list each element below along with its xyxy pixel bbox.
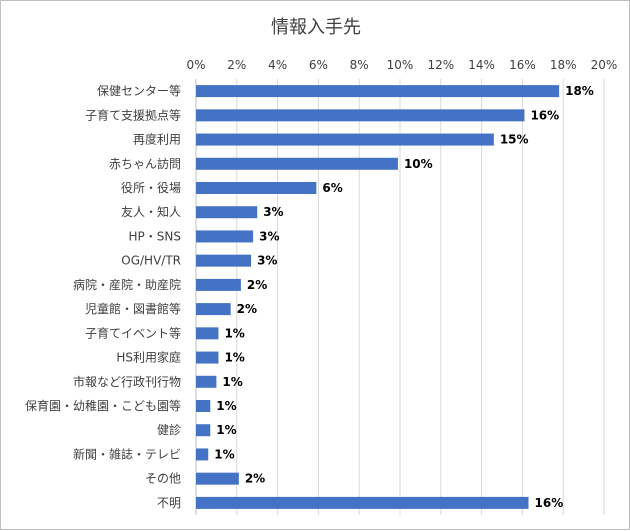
category-label: 子育てイベント等 <box>85 325 181 340</box>
bar <box>196 375 217 388</box>
category-label: OG/HV/TR <box>121 254 181 268</box>
data-label: 2% <box>237 302 257 316</box>
data-label: 1% <box>216 423 236 437</box>
bar <box>196 230 254 243</box>
x-tick-label: 16% <box>509 58 536 72</box>
category-label: 子育て支援拠点等 <box>85 107 181 122</box>
category-label: 児童館・図書館等 <box>85 301 181 316</box>
data-label: 3% <box>263 205 283 219</box>
data-label: 3% <box>257 254 277 268</box>
bar <box>196 303 231 316</box>
x-tick-label: 0% <box>186 58 205 72</box>
category-label: その他 <box>145 472 181 486</box>
data-label: 1% <box>224 351 244 365</box>
data-label: 15% <box>500 133 529 147</box>
x-tick-label: 4% <box>268 58 287 72</box>
data-label: 16% <box>530 108 559 122</box>
category-label: 不明 <box>157 496 181 510</box>
x-tick-label: 14% <box>468 58 495 72</box>
bar <box>196 254 252 267</box>
bar <box>196 206 258 219</box>
category-label: 病院・産院・助産院 <box>73 277 181 292</box>
data-label: 18% <box>565 84 594 98</box>
bar <box>196 278 241 291</box>
bar <box>196 327 219 340</box>
data-label: 1% <box>222 375 242 389</box>
data-label: 16% <box>535 496 564 510</box>
data-label: 6% <box>322 181 342 195</box>
data-label: 1% <box>224 326 244 340</box>
bar <box>196 424 211 437</box>
bar <box>196 448 209 461</box>
bar <box>196 157 398 170</box>
category-label: 役所・役場 <box>121 180 181 195</box>
data-label: 2% <box>245 472 265 486</box>
x-tick-label: 8% <box>350 58 369 72</box>
bar <box>196 133 494 146</box>
bar <box>196 351 219 364</box>
data-label: 3% <box>259 229 279 243</box>
x-tick-label: 2% <box>227 58 246 72</box>
category-label: 赤ちゃん訪問 <box>109 156 181 171</box>
category-label: HP・SNS <box>129 229 181 243</box>
x-tick-label: 18% <box>550 58 577 72</box>
category-label: 健診 <box>157 422 181 437</box>
bar <box>196 400 211 412</box>
x-tick-label: 6% <box>309 58 328 72</box>
x-tick-label: 12% <box>427 58 454 72</box>
bar <box>196 109 525 122</box>
category-label: 友人・知人 <box>121 205 181 219</box>
x-tick-label: 20% <box>591 58 618 72</box>
category-label: 保育園・幼稚園・こども園等 <box>25 398 181 413</box>
bar <box>196 496 529 509</box>
bar <box>196 182 317 194</box>
category-label: 再度利用 <box>133 132 181 147</box>
bar <box>196 472 239 485</box>
category-label: 市報など行政刊行物 <box>73 374 181 389</box>
chart-title: 情報入手先 <box>271 17 361 38</box>
data-label: 2% <box>247 278 267 292</box>
bar <box>196 85 560 98</box>
category-label: 保健センター等 <box>97 84 181 98</box>
category-label: HS利用家庭 <box>116 350 181 365</box>
data-label: 10% <box>404 157 433 171</box>
data-label: 1% <box>214 447 234 461</box>
x-tick-label: 10% <box>387 58 414 72</box>
data-label: 1% <box>216 399 236 413</box>
category-label: 新聞・雑誌・テレビ <box>73 446 181 461</box>
